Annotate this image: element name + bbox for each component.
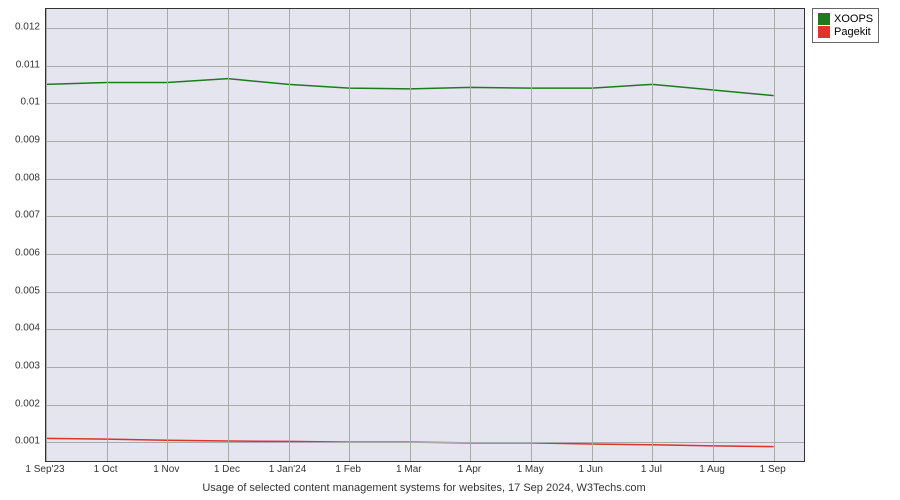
legend-label: Pagekit — [834, 26, 871, 38]
x-axis-label: 1 Mar — [396, 464, 422, 475]
grid-line-vertical — [289, 9, 290, 461]
grid-line-vertical — [410, 9, 411, 461]
grid-line-horizontal — [46, 103, 804, 104]
grid-line-vertical — [167, 9, 168, 461]
chart-container: XOOPSPagekit Usage of selected content m… — [0, 0, 900, 500]
grid-line-horizontal — [46, 367, 804, 368]
grid-line-vertical — [652, 9, 653, 461]
grid-line-horizontal — [46, 254, 804, 255]
grid-line-vertical — [349, 9, 350, 461]
plot-area — [45, 8, 805, 462]
grid-line-horizontal — [46, 66, 804, 67]
y-axis-label: 0.011 — [0, 59, 40, 70]
grid-line-horizontal — [46, 141, 804, 142]
grid-line-horizontal — [46, 442, 804, 443]
grid-line-vertical — [107, 9, 108, 461]
y-axis-label: 0.003 — [0, 360, 40, 371]
y-axis-label: 0.008 — [0, 172, 40, 183]
y-axis-label: 0.006 — [0, 247, 40, 258]
grid-line-horizontal — [46, 28, 804, 29]
grid-line-horizontal — [46, 292, 804, 293]
x-axis-label: 1 Feb — [335, 464, 361, 475]
x-axis-label: 1 Apr — [458, 464, 481, 475]
grid-line-vertical — [46, 9, 47, 461]
y-axis-label: 0.004 — [0, 323, 40, 334]
y-axis-label: 0.01 — [0, 97, 40, 108]
legend-swatch — [818, 26, 830, 38]
x-axis-label: 1 Jun — [579, 464, 603, 475]
grid-line-vertical — [228, 9, 229, 461]
x-axis-label: 1 Sep — [760, 464, 786, 475]
grid-line-horizontal — [46, 216, 804, 217]
grid-line-horizontal — [46, 329, 804, 330]
y-axis-label: 0.012 — [0, 21, 40, 32]
grid-line-vertical — [470, 9, 471, 461]
y-axis-label: 0.002 — [0, 398, 40, 409]
grid-line-vertical — [713, 9, 714, 461]
y-axis-label: 0.005 — [0, 285, 40, 296]
legend-swatch — [818, 13, 830, 25]
chart-svg — [46, 9, 804, 461]
x-axis-label: 1 Dec — [214, 464, 240, 475]
x-axis-label: 1 Nov — [153, 464, 179, 475]
legend-item: XOOPS — [818, 13, 873, 25]
grid-line-horizontal — [46, 179, 804, 180]
y-axis-label: 0.007 — [0, 210, 40, 221]
x-axis-label: 1 Aug — [699, 464, 725, 475]
x-axis-label: 1 May — [516, 464, 543, 475]
grid-line-vertical — [774, 9, 775, 461]
grid-line-horizontal — [46, 405, 804, 406]
grid-line-vertical — [531, 9, 532, 461]
legend-label: XOOPS — [834, 13, 873, 25]
legend-item: Pagekit — [818, 26, 873, 38]
x-axis-label: 1 Oct — [94, 464, 118, 475]
y-axis-label: 0.009 — [0, 134, 40, 145]
x-axis-label: 1 Jan'24 — [269, 464, 307, 475]
grid-line-vertical — [592, 9, 593, 461]
legend: XOOPSPagekit — [812, 8, 879, 43]
y-axis-label: 0.001 — [0, 436, 40, 447]
chart-caption: Usage of selected content management sys… — [45, 482, 803, 494]
x-axis-label: 1 Jul — [641, 464, 662, 475]
x-axis-label: 1 Sep'23 — [25, 464, 64, 475]
